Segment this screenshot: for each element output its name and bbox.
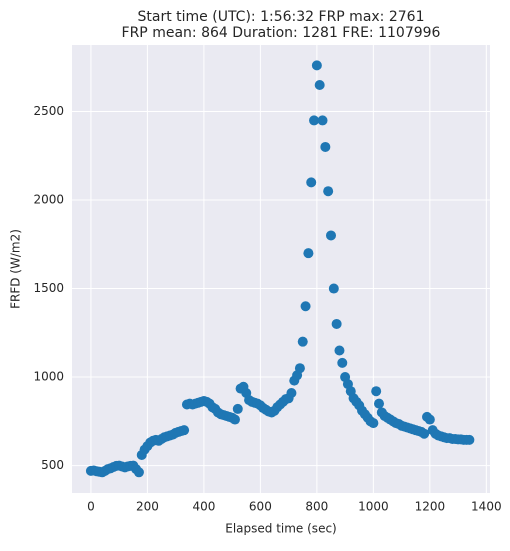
point — [374, 398, 385, 409]
point — [317, 115, 328, 126]
point — [320, 141, 331, 152]
y-tick-label: 2000 — [33, 193, 64, 207]
chart-title: FRP mean: 864 Duration: 1281 FRE: 110799… — [122, 25, 441, 41]
point — [297, 336, 308, 347]
point — [314, 80, 325, 91]
x-axis-label: Elapsed time (sec) — [225, 522, 336, 536]
x-tick-label: 1400 — [471, 500, 502, 514]
point — [286, 387, 297, 398]
point — [311, 60, 322, 71]
y-axis-label: FRFD (W/m2) — [9, 229, 23, 309]
point — [323, 186, 334, 197]
plot-area — [72, 45, 490, 493]
point — [232, 403, 243, 414]
x-tick-label: 200 — [136, 500, 159, 514]
y-tick-label: 1500 — [33, 281, 64, 295]
x-tick-label: 0 — [87, 500, 95, 514]
point — [294, 363, 305, 374]
point — [133, 467, 144, 478]
point — [331, 318, 342, 329]
x-tick-label: 1200 — [415, 500, 446, 514]
point — [306, 177, 317, 188]
point — [179, 425, 190, 436]
point — [371, 386, 382, 397]
point — [303, 248, 314, 259]
point — [328, 283, 339, 294]
point — [309, 115, 320, 126]
point — [337, 357, 348, 368]
x-tick-label: 1000 — [358, 500, 389, 514]
point — [419, 428, 430, 439]
x-tick-label: 400 — [192, 500, 215, 514]
y-tick-label: 500 — [41, 458, 64, 472]
chart-title: Start time (UTC): 1:56:32 FRP max: 2761 — [138, 9, 425, 25]
point — [424, 414, 435, 425]
point — [334, 345, 345, 356]
x-tick-label: 600 — [249, 500, 272, 514]
point — [368, 418, 379, 429]
x-tick-label: 800 — [305, 500, 328, 514]
y-tick-label: 1000 — [33, 370, 64, 384]
point — [325, 230, 336, 241]
y-tick-label: 2500 — [33, 104, 64, 118]
point — [229, 414, 240, 425]
point — [464, 434, 475, 445]
point — [300, 301, 311, 312]
